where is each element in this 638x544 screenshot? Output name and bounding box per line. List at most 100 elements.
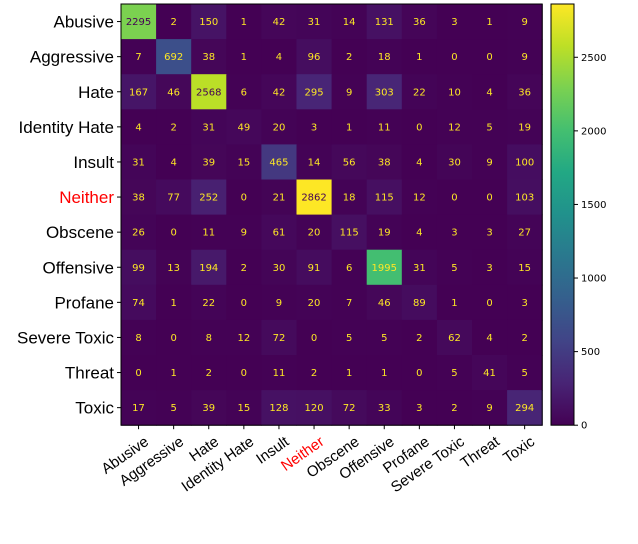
heatmap-cell <box>191 4 227 40</box>
heatmap-cell <box>156 4 192 40</box>
colorbar-tick-label: 1000 <box>581 274 606 285</box>
cell-value-label: 12 <box>448 122 461 133</box>
cell-value-label: 38 <box>132 193 145 204</box>
y-tick-label: Offensive <box>42 258 114 277</box>
heatmap-cell <box>156 249 192 286</box>
cell-value-label: 2 <box>170 122 176 133</box>
heatmap-cell <box>507 144 543 180</box>
heatmap-cell <box>261 4 297 40</box>
heatmap-cell <box>366 319 403 356</box>
heatmap-cell <box>261 319 297 356</box>
cell-value-label: 20 <box>273 122 286 133</box>
heatmap-cell <box>401 355 438 391</box>
colorbar-tick-label: 2000 <box>581 126 606 137</box>
cell-value-label: 49 <box>237 122 250 133</box>
heatmap-cell <box>156 39 192 75</box>
heatmap-cell <box>507 390 543 426</box>
cell-value-label: 5 <box>451 368 457 379</box>
cell-value-label: 2 <box>346 52 352 63</box>
heatmap-cell <box>366 214 403 251</box>
colorbar-tick-label: 500 <box>581 347 600 358</box>
heatmap-cell <box>401 249 438 286</box>
colorbar-tick-label: 2500 <box>581 53 606 64</box>
cell-value-label: 9 <box>521 52 527 63</box>
heatmap-cell <box>261 390 297 426</box>
heatmap-cell <box>226 390 262 426</box>
heatmap-cell <box>121 249 157 286</box>
cell-value-label: 12 <box>413 193 426 204</box>
y-tick-label: Obscene <box>46 223 114 242</box>
heatmap-cell <box>331 144 368 180</box>
heatmap-cell <box>331 179 368 216</box>
cell-value-label: 15 <box>237 157 250 168</box>
cell-value-label: 1 <box>346 368 352 379</box>
heatmap-cell <box>507 109 543 145</box>
cell-value-label: 3 <box>451 228 457 239</box>
heatmap-cell <box>507 214 543 251</box>
heatmap-cell <box>226 74 262 110</box>
heatmap-cell <box>226 4 262 40</box>
heatmap-cell <box>436 355 473 391</box>
heatmap-cell <box>436 214 473 251</box>
cell-value-label: 252 <box>199 193 218 204</box>
heatmap-cell <box>191 39 227 75</box>
heatmap-cell <box>366 39 403 75</box>
heatmap-cell <box>226 214 262 251</box>
cell-value-label: 0 <box>486 193 492 204</box>
heatmap-cell <box>121 214 157 251</box>
heatmap-cell <box>436 249 473 286</box>
cell-value-label: 1 <box>346 122 352 133</box>
heatmap-cell <box>401 214 438 251</box>
cell-value-label: 9 <box>486 403 492 414</box>
cell-value-label: 9 <box>521 17 527 28</box>
cell-value-label: 7 <box>346 298 352 309</box>
cell-value-label: 5 <box>381 333 387 344</box>
cell-value-label: 4 <box>170 157 176 168</box>
heatmap-cell <box>331 74 368 110</box>
cell-value-label: 72 <box>343 403 356 414</box>
cell-value-label: 74 <box>132 298 145 309</box>
heatmap-cell <box>121 39 157 75</box>
heatmap-cell <box>472 109 508 145</box>
heatmap-cell <box>436 390 473 426</box>
heatmap-cell <box>436 179 473 216</box>
colorbar: 0 500 1000 1500 2000 2500 <box>550 3 606 432</box>
heatmap-cell <box>156 319 192 356</box>
heatmap-cell <box>296 179 333 216</box>
heatmap-cell <box>401 390 438 426</box>
heatmap-cell <box>226 179 262 216</box>
cell-value-label: 2862 <box>301 193 326 204</box>
heatmap-cell <box>121 355 157 391</box>
heatmap-cell <box>191 390 227 426</box>
heatmap-cell <box>401 109 438 145</box>
cell-value-label: 31 <box>132 157 145 168</box>
heatmap-cell <box>296 249 333 286</box>
cell-value-label: 3 <box>451 17 457 28</box>
cell-value-label: 1 <box>381 368 387 379</box>
cell-value-label: 103 <box>515 193 534 204</box>
cell-value-label: 6 <box>241 87 247 98</box>
heatmap-cell <box>261 355 297 391</box>
cell-value-label: 89 <box>413 298 426 309</box>
heatmap-cell <box>507 249 543 286</box>
heatmap-cell <box>191 74 227 110</box>
heatmap-cell <box>191 319 227 356</box>
cell-value-label: 9 <box>486 157 492 168</box>
y-tick-label: Identity Hate <box>19 118 114 137</box>
heatmap-cell <box>296 74 333 110</box>
cell-value-label: 2 <box>311 368 317 379</box>
cell-value-label: 5 <box>521 368 527 379</box>
heatmap-cell <box>156 214 192 251</box>
cell-value-label: 36 <box>413 17 426 28</box>
heatmap-cell <box>401 144 438 180</box>
heatmap-cell <box>331 109 368 145</box>
heatmap-cell <box>191 109 227 145</box>
cell-value-label: 46 <box>167 87 180 98</box>
y-tick-label: Toxic <box>75 399 114 418</box>
heatmap-cell <box>366 179 403 216</box>
cell-value-label: 22 <box>413 87 426 98</box>
heatmap-cell <box>401 179 438 216</box>
cell-value-label: 14 <box>308 157 321 168</box>
cell-value-label: 20 <box>308 228 321 239</box>
cell-value-label: 1 <box>170 368 176 379</box>
